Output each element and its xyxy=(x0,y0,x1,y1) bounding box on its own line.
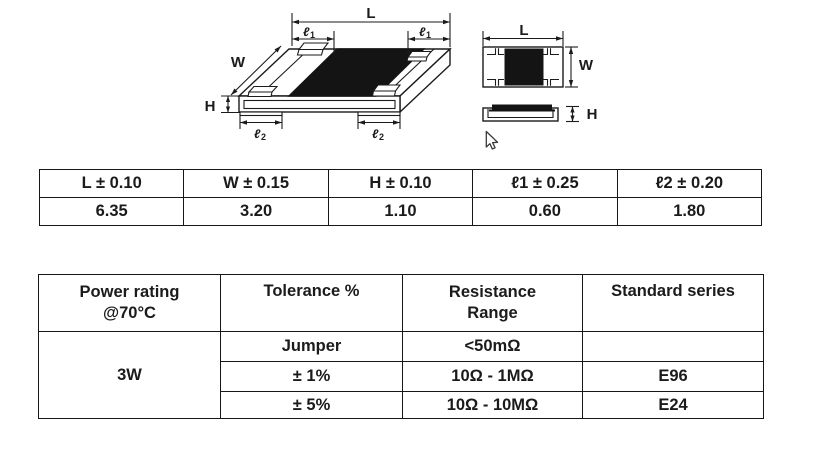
chip-resistor-top-view: L W xyxy=(482,22,594,88)
dim-value-l1: 0.60 xyxy=(472,197,618,226)
front-face-inner xyxy=(243,99,396,110)
dim-label-W: W xyxy=(231,54,246,71)
spec-series-cell: E96 xyxy=(582,361,764,392)
dim-l2-right: ℓ 2 xyxy=(357,114,401,142)
dim-header-H: H ± 0.10 xyxy=(327,169,474,198)
dim-L-3d: L xyxy=(291,5,451,47)
bottom-terminal-right xyxy=(357,111,401,117)
dim-header-L: L ± 0.10 xyxy=(38,169,185,198)
spec-tolerance-cell: ± 1% xyxy=(220,361,403,392)
chip-resistor-side-view: H xyxy=(482,104,598,123)
spec-row-jumper: 3W Jumper <50mΩ xyxy=(38,331,764,419)
resistance-line1: Resistance xyxy=(448,283,537,302)
side-view-overcoat xyxy=(492,104,552,110)
dim-l2-left: ℓ 2 xyxy=(239,114,283,142)
resistive-element xyxy=(287,48,426,97)
dimension-table-value-row: 6.35 3.20 1.10 0.60 1.80 xyxy=(38,197,763,226)
dim-label-L: L xyxy=(519,22,528,39)
dim-label-l2-sub: 2 xyxy=(261,132,266,142)
dim-l1-left: ℓ 1 xyxy=(292,25,335,54)
dim-label-l1-symbol: ℓ xyxy=(419,25,426,39)
mouse-cursor-icon xyxy=(485,130,499,150)
spec-header-standard-series: Standard series xyxy=(582,274,764,332)
spec-resistance-cell: <50mΩ xyxy=(402,331,583,362)
side-view-inner-outline xyxy=(487,109,554,119)
dim-H-side: H xyxy=(566,105,598,123)
dimension-table: L ± 0.10 W ± 0.15 H ± 0.10 ℓ1 ± 0.25 ℓ2 … xyxy=(38,169,763,226)
spec-row-5pct: ± 5% 10Ω - 10MΩ E24 xyxy=(39,391,764,419)
dim-header-l2: ℓ2 ± 0.20 xyxy=(616,169,763,198)
spec-power-value: 3W xyxy=(38,331,221,419)
spec-series-cell: E24 xyxy=(582,391,764,419)
dim-value-W: 3.20 xyxy=(183,197,329,226)
front-face xyxy=(238,95,401,113)
dim-label-l1-symbol: ℓ xyxy=(303,25,310,39)
spec-header-resistance: Resistance Range xyxy=(402,274,583,332)
spec-series-cell xyxy=(582,331,764,362)
dimension-table-header-row: L ± 0.10 W ± 0.15 H ± 0.10 ℓ1 ± 0.25 ℓ2 … xyxy=(38,169,763,198)
dim-label-W: W xyxy=(579,57,594,74)
dim-header-W: W ± 0.15 xyxy=(183,169,329,198)
dim-label-l2-sub: 2 xyxy=(379,132,384,142)
dim-H-3d: H xyxy=(205,95,240,115)
dim-label-L: L xyxy=(366,5,375,22)
dim-label-H: H xyxy=(205,98,216,115)
dim-label-l1-sub: 1 xyxy=(310,30,315,40)
dim-W-top: W xyxy=(565,46,594,88)
spec-tolerance-cell: Jumper xyxy=(220,331,403,362)
dim-value-H: 1.10 xyxy=(327,197,474,226)
dim-label-l2-symbol: ℓ xyxy=(372,127,379,141)
spec-header-tolerance: Tolerance % xyxy=(220,274,403,332)
power-rating-line2: @70°C xyxy=(103,304,156,322)
dim-value-L: 6.35 xyxy=(38,197,185,226)
dim-W-3d: W xyxy=(230,45,282,96)
dim-label-l1-sub: 1 xyxy=(426,30,431,40)
dim-l1-right: ℓ 1 xyxy=(407,25,450,54)
terminal-bumps xyxy=(247,42,433,98)
dim-label-l2-symbol: ℓ xyxy=(254,127,261,141)
terminal-corner-marks xyxy=(487,48,559,86)
spec-resistance-cell: 10Ω - 10MΩ xyxy=(402,391,583,419)
dim-header-l1: ℓ1 ± 0.25 xyxy=(472,169,618,198)
side-view-overcoat-base xyxy=(489,109,555,112)
top-view-resistive-element xyxy=(504,48,544,86)
dim-L-top: L xyxy=(482,22,564,46)
chip-resistor-3d-view: L ℓ 1 ℓ 1 W xyxy=(205,5,452,142)
spec-header-power-rating: Power rating @70°C xyxy=(38,274,221,332)
chip-resistor-dimension-drawing: L ℓ 1 ℓ 1 W xyxy=(205,5,598,150)
specification-table: Power rating @70°C Tolerance % Resistanc… xyxy=(38,274,764,419)
spec-tolerance-cell: ± 5% xyxy=(220,391,403,419)
dim-label-H: H xyxy=(587,106,598,123)
dim-value-l2: 1.80 xyxy=(616,197,763,226)
spec-resistance-cell: 10Ω - 1MΩ xyxy=(402,361,583,392)
spec-row-1pct: ± 1% 10Ω - 1MΩ E96 xyxy=(39,361,764,392)
bottom-terminal-left xyxy=(239,111,283,117)
power-rating-line1: Power rating xyxy=(79,283,180,302)
resistance-line2: Range xyxy=(467,304,518,322)
spec-table-header-row: Power rating @70°C Tolerance % Resistanc… xyxy=(38,274,764,332)
